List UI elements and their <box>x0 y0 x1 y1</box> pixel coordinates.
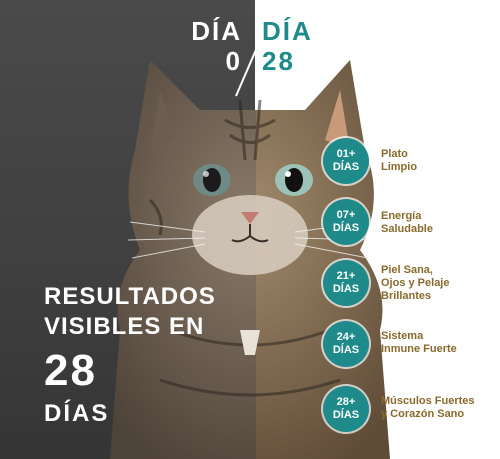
badge-number: 01+ <box>336 148 356 160</box>
badge-day-01: 01+ DÍAS <box>323 138 369 184</box>
badge-number: 28+ <box>336 396 356 408</box>
day-zero-word: DÍA <box>191 16 242 46</box>
day-zero-number: 0 <box>225 46 242 76</box>
benefit-item: Plato Limpio <box>381 148 499 174</box>
day-28-number: 28 <box>262 46 295 76</box>
badge-unit: DÍAS <box>332 409 360 421</box>
cat-eye-right <box>275 164 313 196</box>
day-28-label: DÍA 28 <box>262 16 313 76</box>
badge-unit: DÍAS <box>332 222 360 234</box>
badge-number: 21+ <box>336 270 356 282</box>
results-headline: RESULTADOS VISIBLES EN <box>44 282 216 342</box>
benefit-line: y Corazón Sano <box>381 408 465 420</box>
badge-day-24: 24+ DÍAS <box>323 321 369 367</box>
cat-left-dull-half <box>110 60 256 459</box>
benefit-item: Sistema Inmune Fuerte <box>381 330 499 356</box>
headline-unit: DÍAS <box>44 400 110 427</box>
benefit-line: Piel Sana, <box>381 264 433 276</box>
badge-day-07: 07+ DÍAS <box>323 199 369 245</box>
benefit-item: Piel Sana, Ojos y Pelaje Brillantes <box>381 264 499 303</box>
benefit-line: Ojos y Pelaje <box>381 277 450 289</box>
badge-number: 07+ <box>336 209 356 221</box>
headline-big-number: 28 <box>44 346 97 395</box>
benefit-item: Músculos Fuertes y Corazón Sano <box>381 395 499 421</box>
badge-number: 24+ <box>336 331 356 343</box>
chest-patch <box>240 330 260 355</box>
badge-day-21: 21+ DÍAS <box>323 260 369 306</box>
benefit-line: Energía <box>381 210 422 222</box>
headline-line-1: RESULTADOS <box>44 283 216 310</box>
benefit-line: Inmune Fuerte <box>381 343 457 355</box>
day-28-word: DÍA <box>262 16 313 46</box>
benefit-line: Plato <box>381 148 408 160</box>
badge-unit: DÍAS <box>332 161 360 173</box>
benefit-line: Músculos Fuertes <box>381 395 475 407</box>
cat-eye-left <box>193 164 231 196</box>
benefit-line: Saludable <box>381 223 433 235</box>
headline-line-2: VISIBLES EN <box>44 313 205 340</box>
benefit-item: Energía Saludable <box>381 210 499 236</box>
header-slash-divider <box>235 21 269 97</box>
cat-mouth <box>231 224 269 243</box>
benefit-line: Limpio <box>381 161 418 173</box>
badge-day-28: 28+ DÍAS <box>323 386 369 432</box>
cat-nose <box>241 212 259 224</box>
badge-unit: DÍAS <box>332 344 360 356</box>
badge-unit: DÍAS <box>332 283 360 295</box>
benefit-line: Sistema <box>381 330 424 342</box>
day-zero-label: DÍA 0 <box>191 16 242 76</box>
benefit-line: Brillantes <box>381 290 432 302</box>
